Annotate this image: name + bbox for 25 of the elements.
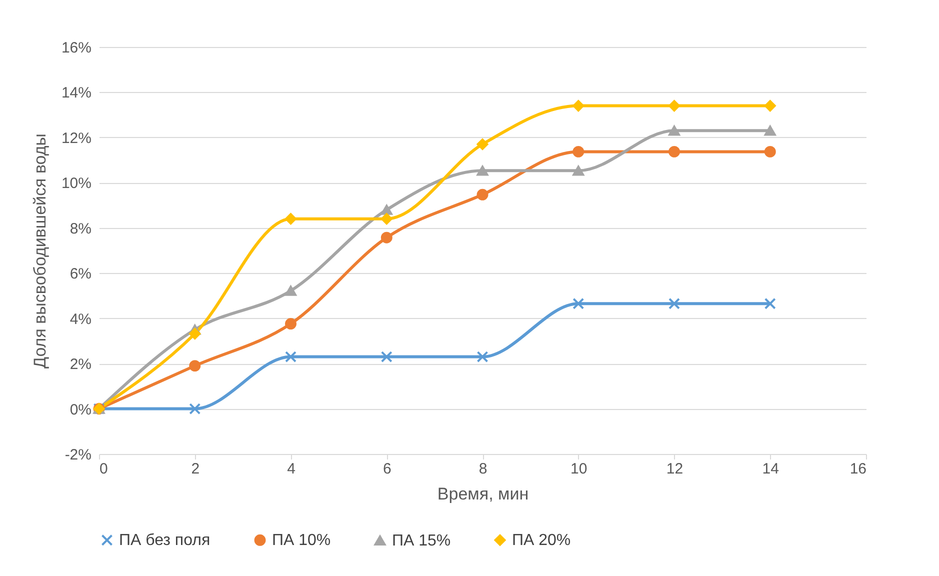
y-tick-label: 14% [61,84,92,102]
x-tick-label: 16 [850,460,866,478]
legend-label: ПА 10% [272,532,331,550]
x-tick-label: 8 [478,460,488,478]
x-tick-label: 12 [666,460,684,478]
y-tick-label: 16% [61,40,92,56]
y-tick-label: 2% [70,356,92,374]
y-tick-label: 6% [70,266,92,283]
y-tick-label: 12% [61,130,92,147]
x-tick-label: 4 [287,460,296,478]
x-tick-label: 2 [191,460,200,478]
y-axis-title: Доля высвободившейся воды [30,133,50,369]
x-tick-label: 14 [762,460,779,478]
legend-label: ПА без поля [119,532,210,550]
x-axis-title: Время, мин [437,484,529,504]
legend-label: ПА 15% [392,532,451,550]
y-tick-label: 4% [70,310,92,328]
x-tick-label: 10 [570,460,588,478]
y-tick-label: 0% [70,401,92,418]
x-tick-label: 6 [382,460,392,478]
y-tick-label: 10% [61,175,92,192]
y-tick-label: 8% [70,220,92,238]
legend-label: ПА 20% [512,532,571,550]
y-tick-label: -2% [64,446,92,464]
x-tick-label: 0 [100,460,108,478]
